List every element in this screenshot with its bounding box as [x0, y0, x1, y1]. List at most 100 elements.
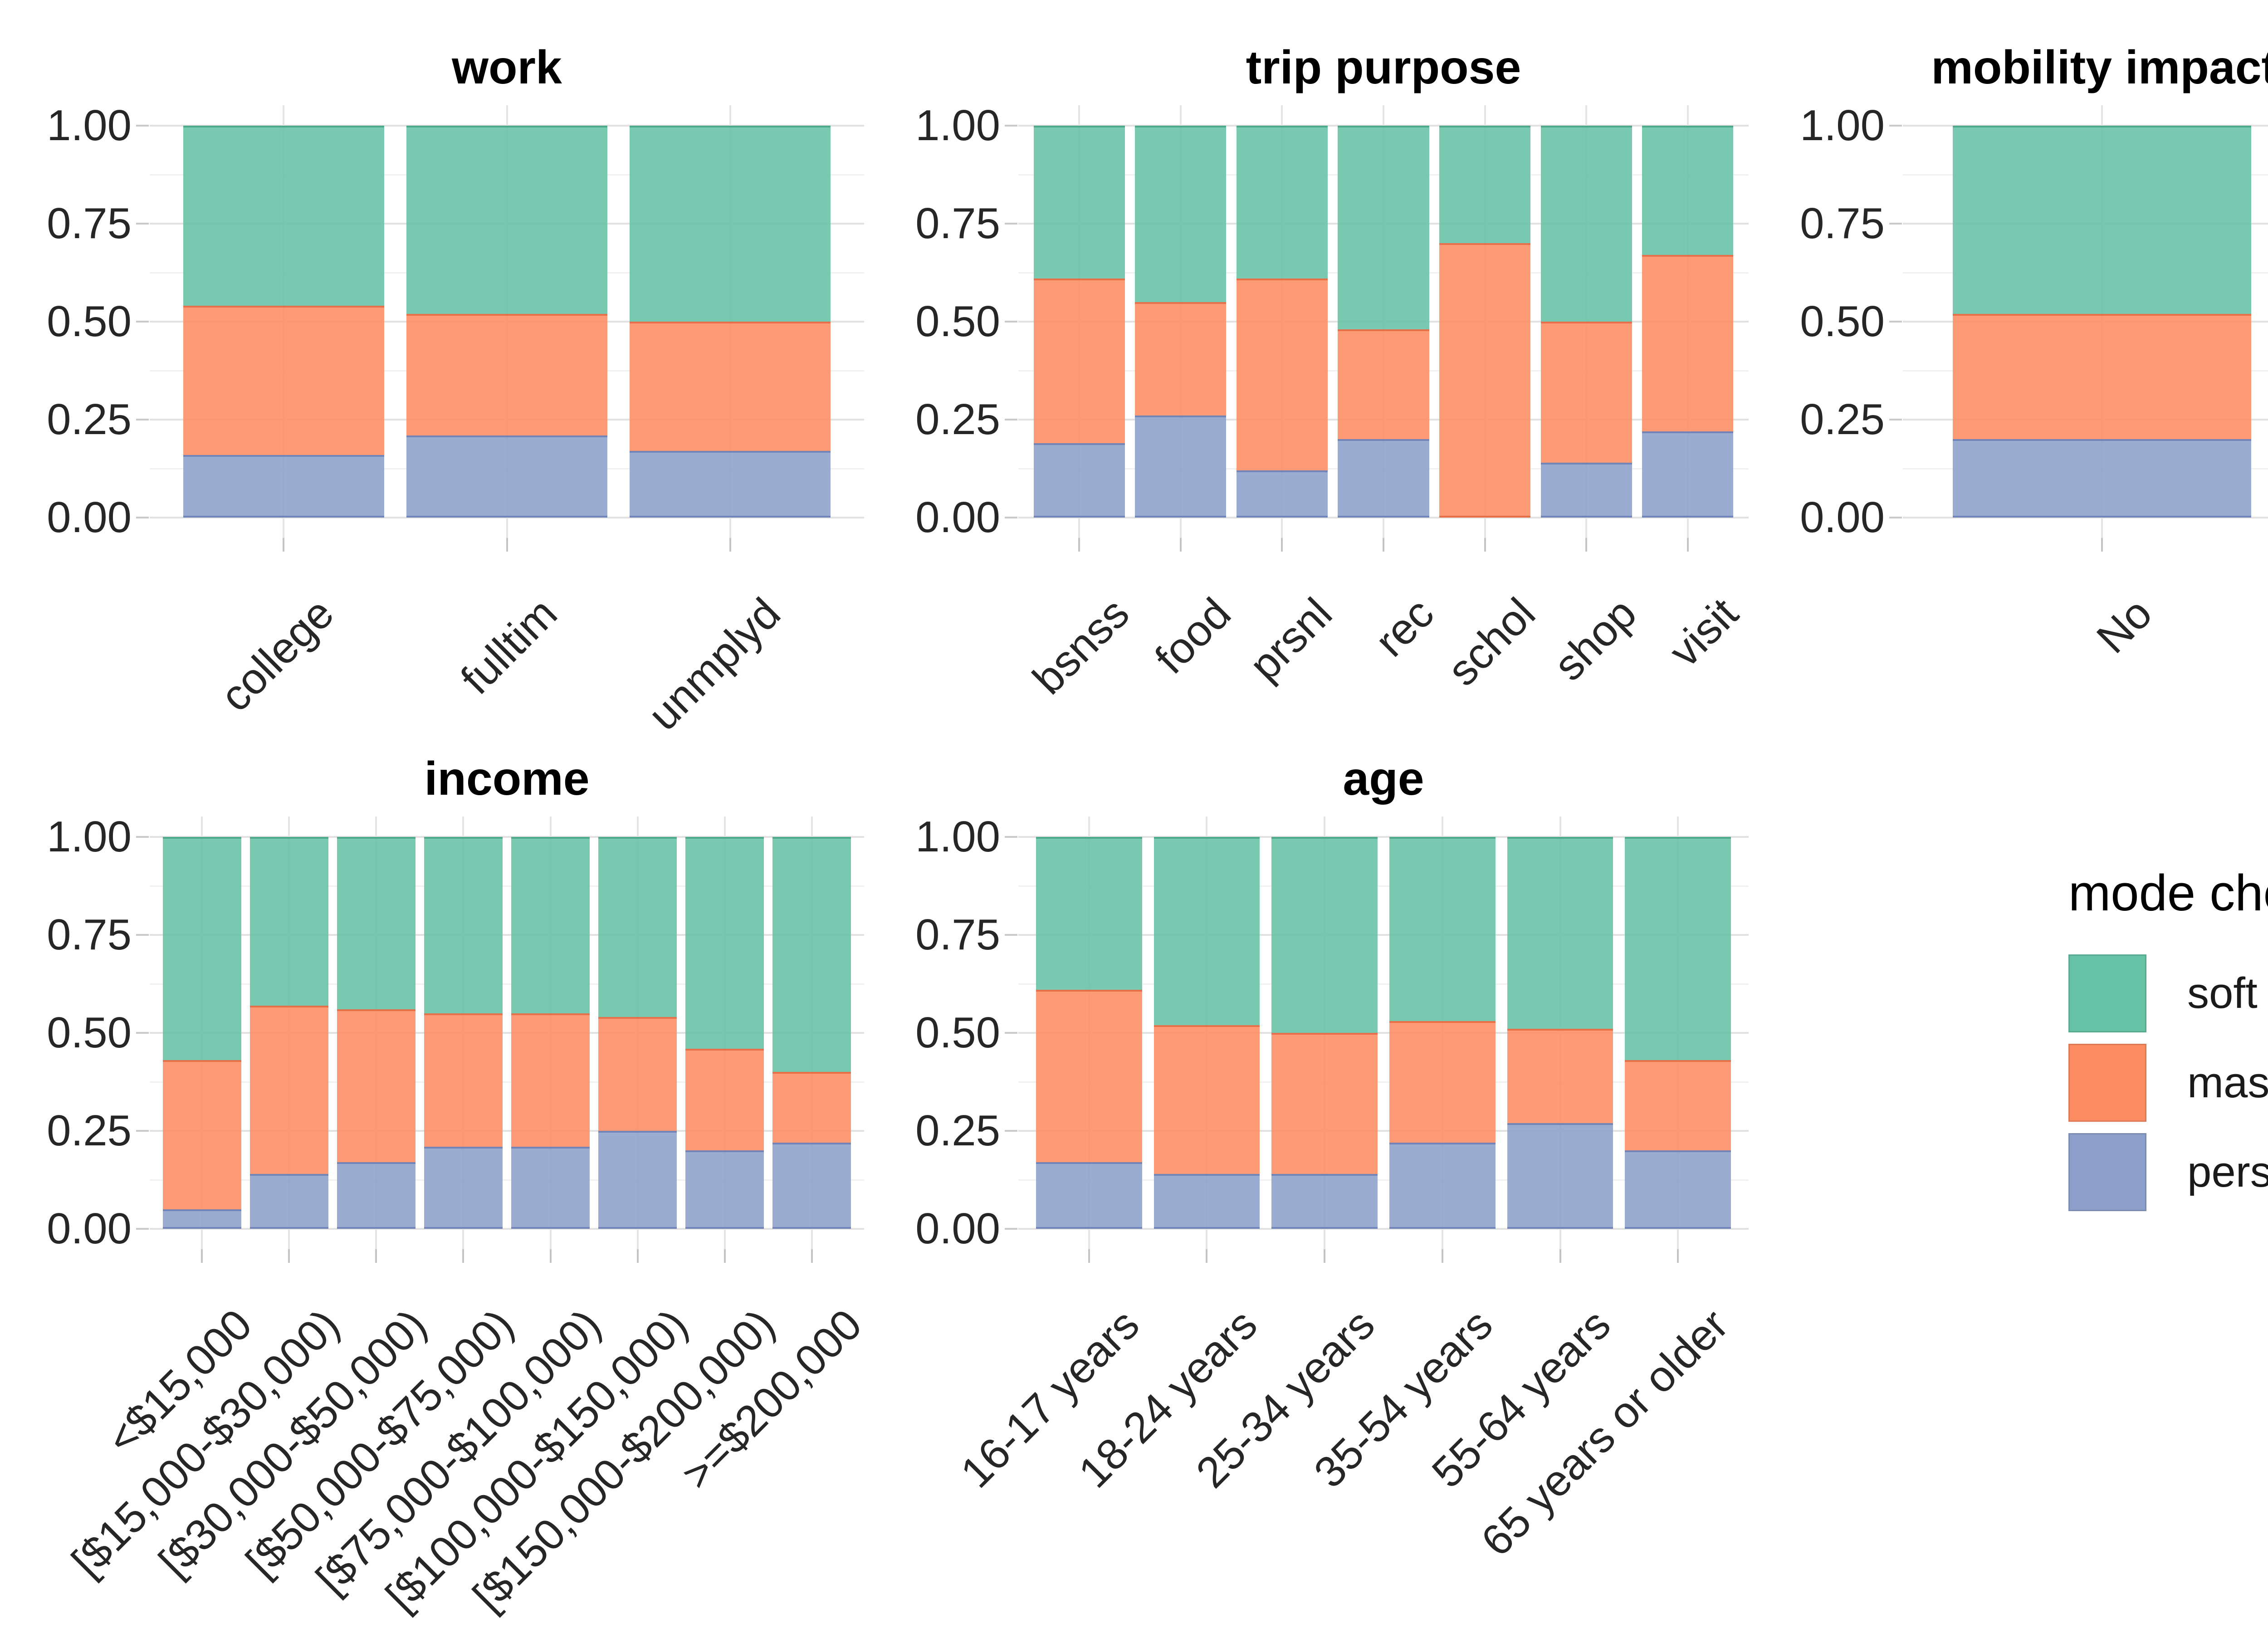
bar-segment-soft: [772, 837, 851, 1072]
gridline-minor: [1018, 1081, 1749, 1083]
x-tick-mark: [1281, 538, 1283, 552]
bar-segment-soft: [1271, 837, 1378, 1033]
y-tick-mark: [136, 1130, 149, 1132]
bar-segment-soft: [1642, 126, 1734, 255]
bar-segment-soft: [685, 837, 764, 1049]
y-tick-label: 0.75: [915, 910, 1000, 959]
bar-segment-personal-veh: [772, 1142, 851, 1229]
bar-segment-personal-veh: [1952, 439, 2252, 518]
x-tick-mark: [283, 538, 285, 552]
gridline-major: [1018, 1130, 1749, 1132]
bar-segment-personal-veh: [183, 455, 384, 518]
y-tick-mark: [1889, 517, 1902, 518]
x-tick-label: No: [2087, 589, 2161, 663]
x-tick-mark: [1686, 538, 1689, 552]
x-tick-mark: [375, 1249, 377, 1263]
bar-segment-personal-veh: [162, 1209, 241, 1229]
bar-segment-personal-veh: [1033, 443, 1125, 518]
bar-segment-mass: [1036, 989, 1142, 1163]
gridline-major: [150, 1032, 864, 1034]
bar-segment-personal-veh: [685, 1150, 764, 1229]
bar-segment-soft: [337, 837, 415, 1010]
y-tick-label: 0.00: [47, 1204, 132, 1253]
bar-segment-mass: [1389, 1021, 1496, 1143]
plot-area-income: 1.00 0.75 0.50 0.25 0.00 <$15,000 [$15,000-$30…: [47, 814, 871, 1621]
bar-segment-personal-veh: [1236, 470, 1328, 518]
x-tick-mark: [288, 1249, 290, 1263]
gridline-minor: [150, 983, 864, 985]
y-tick-mark: [136, 517, 149, 518]
legend-title: mode choice: [2068, 865, 2268, 921]
x-tick-mark: [462, 1249, 464, 1263]
y-tick-label: 0.50: [1800, 297, 1885, 346]
bar-segment-personal-veh: [1271, 1174, 1378, 1229]
gridline-major: [150, 836, 864, 838]
y-tick-label: 0.00: [1800, 493, 1885, 542]
y-tick-mark: [1005, 1228, 1017, 1230]
bar-segment-personal-veh: [1642, 431, 1734, 518]
legend-item-soft: soft: [2068, 954, 2268, 1032]
bar-segment-soft: [1135, 126, 1227, 302]
bar-segment-soft: [424, 837, 503, 1013]
x-tick-label: prsnl: [1240, 589, 1342, 690]
bar-segment-soft: [1625, 837, 1731, 1061]
gridline-major: [1018, 934, 1749, 936]
panel-work: work 1.00 0.75 0.50 0.25 0.00 college fulltim u…: [47, 41, 864, 739]
legend-item-personal-veh: personal veh: [2068, 1133, 2268, 1211]
x-tick-mark: [729, 538, 731, 552]
panel-title-mobility: mobility impacts mode choice: [1931, 41, 2268, 94]
y-tick-label: 0.25: [1800, 395, 1885, 444]
bar-segment-personal-veh: [1507, 1123, 1613, 1229]
bar-segment-personal-veh: [1389, 1142, 1496, 1229]
bar-segment-soft: [249, 837, 328, 1006]
x-tick-mark: [549, 1249, 552, 1263]
y-tick-mark: [1005, 125, 1017, 127]
gridline-major: [150, 934, 864, 936]
legend-label-mass: mass: [2187, 1058, 2268, 1107]
gridline-minor: [150, 885, 864, 887]
y-tick-label: 0.50: [915, 1008, 1000, 1057]
plot-area-age: 1.00 0.75 0.50 0.25 0.00 16-17 years 18-24 yea…: [915, 814, 1749, 1565]
bar-segment-mass: [1135, 302, 1227, 416]
y-tick-mark: [1005, 1032, 1017, 1034]
x-tick-mark: [636, 1249, 639, 1263]
x-tick-label: bsnss: [1024, 589, 1139, 704]
bar-segment-soft: [1236, 126, 1328, 279]
y-tick-label: 0.25: [47, 1106, 132, 1155]
plot-area-mobility: 1.000.750.500.250.00NoYes: [1800, 103, 2268, 663]
bar-segment-mass: [162, 1060, 241, 1209]
bar-segment-mass: [1507, 1029, 1613, 1123]
bar-segment-mass: [249, 1005, 328, 1174]
bar-segment-personal-veh: [1135, 416, 1227, 518]
legend-label-personal-veh: personal veh: [2187, 1147, 2268, 1196]
bar-segment-soft: [630, 126, 831, 322]
x-tick-mark: [506, 538, 508, 552]
bar-segment-soft: [598, 837, 677, 1017]
x-tick-mark: [1088, 1249, 1090, 1263]
gridline-major: [1018, 1032, 1749, 1034]
x-tick-label: schol: [1438, 589, 1545, 695]
bar-segment-personal-veh: [1338, 439, 1429, 518]
y-tick-mark: [136, 836, 149, 838]
x-tick-label: shop: [1545, 589, 1646, 690]
y-tick-mark: [136, 934, 149, 936]
y-tick-label: 0.25: [47, 395, 132, 444]
bar-segment-soft: [1033, 126, 1125, 279]
x-tick-mark: [1179, 538, 1182, 552]
bar-segment-personal-veh: [1625, 1150, 1731, 1229]
bar-segment-mass: [630, 322, 831, 451]
x-tick-label: visit: [1660, 589, 1747, 676]
bar-segment-soft: [1540, 126, 1632, 322]
bar-segment-mass: [1540, 322, 1632, 463]
x-tick-label: food: [1145, 589, 1240, 683]
y-tick-label: 0.75: [915, 199, 1000, 248]
x-tick-mark: [811, 1249, 813, 1263]
y-tick-mark: [136, 1228, 149, 1230]
gridline-major: [150, 1228, 864, 1230]
y-tick-mark: [136, 223, 149, 225]
bar-segment-personal-veh: [1154, 1174, 1260, 1229]
y-tick-mark: [1005, 517, 1017, 518]
panel-income: income 1.00 0.75 0.50 0.25 0.00 <$15,000 [$15,…: [47, 753, 871, 1621]
bar-segment-soft: [1952, 126, 2252, 314]
bar-segment-personal-veh: [424, 1146, 503, 1229]
